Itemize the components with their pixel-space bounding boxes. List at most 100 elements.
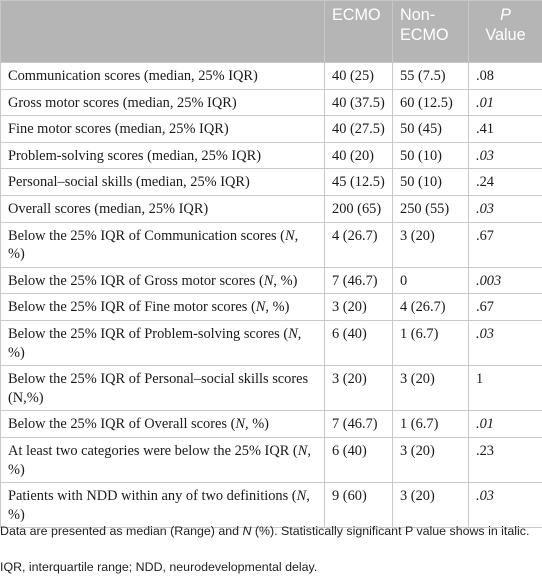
row-label-suffix: , %) [8,488,310,523]
ecmo-value: 6 (40) [324,436,393,484]
p-value: 1 [468,365,542,412]
ecmo-value: 3 (20) [324,293,393,321]
non-ecmo-value: 50 (10) [392,168,469,196]
row-label-text: Below the 25% IQR of Problem-solving sco… [8,325,289,342]
ecmo-value: 45 (12.5) [324,168,393,196]
row-label: Problem-solving scores (median, 25% IQR) [0,141,325,170]
table-row: Below the 25% IQR of Fine motor scores (… [0,293,542,321]
header-p-line1: P [500,6,511,24]
row-label-suffix: , %) [8,227,299,263]
row-label-n: N [263,272,274,289]
row-label-n: N [288,325,298,342]
non-ecmo-value: 55 (7.5) [392,62,469,90]
row-label: Patients with NDD within any of two defi… [0,482,325,529]
ecmo-value: 3 (20) [324,365,393,412]
table-row: Below the 25% IQR of Overall scores (N, … [0,410,542,438]
header-non-ecmo-line1: Non- [400,6,436,24]
p-value: .03 [468,482,542,529]
row-label-text: Below the 25% IQR of Fine motor scores ( [8,299,256,316]
non-ecmo-value: 4 (26.7) [392,293,469,321]
table-row: Personal–social skills (median, 25% IQR)… [0,168,542,196]
header-ecmo: ECMO [324,0,393,63]
non-ecmo-value: 3 (20) [392,221,469,268]
row-label: Below the 25% IQR of Communication score… [0,221,325,268]
footnote-data-presentation: Data are presented as median (Range) and… [0,522,542,540]
row-label-suffix: , %) [8,325,302,361]
row-label: Below the 25% IQR of Overall scores (N, … [0,410,325,438]
ecmo-value: 40 (27.5) [324,115,393,143]
p-value: .41 [468,115,542,143]
p-value: .03 [468,319,542,367]
non-ecmo-value: 50 (10) [392,141,469,170]
non-ecmo-value: 3 (20) [392,365,469,412]
p-value: .03 [468,141,542,170]
footnote-text-end: (%). Statistically significant P value s… [251,524,530,538]
table-row: Problem-solving scores (median, 25% IQR)… [0,141,542,170]
header-non-ecmo: Non- ECMO [392,0,469,63]
p-value: .01 [468,410,542,438]
row-label: Gross motor scores (median, 25% IQR) [0,88,325,117]
row-label-suffix: , %) [245,416,269,433]
non-ecmo-value: 50 (45) [392,115,469,143]
row-label: Below the 25% IQR of Gross motor scores … [0,266,325,295]
row-label-n: N [255,299,266,316]
footnote-abbreviations: IQR, interquartile range; NDD, neurodeve… [0,560,318,574]
row-label-suffix: , %) [265,299,290,316]
p-value: .24 [468,168,542,196]
row-label-suffix: , %) [273,272,298,289]
non-ecmo-value: 0 [392,266,469,295]
ecmo-value: 6 (40) [324,319,393,367]
p-value: .01 [468,88,542,117]
row-label: Below the 25% IQR of Personal–social ski… [0,365,325,412]
ecmo-value: 40 (37.5) [324,88,393,117]
row-label-text: Patients with NDD within any of two defi… [8,488,297,505]
ecmo-value: 40 (25) [324,62,393,90]
table-row: Fine motor scores (median, 25% IQR) 40 (… [0,115,542,143]
ecmo-value: 200 (65) [324,194,393,223]
p-value: .67 [468,293,542,321]
table-row: Overall scores (median, 25% IQR) 200 (65… [0,194,542,223]
row-label-n: N [284,227,295,244]
non-ecmo-value: 3 (20) [392,482,469,529]
table-row: Below the 25% IQR of Problem-solving sco… [0,319,542,367]
row-label: Personal–social skills (median, 25% IQR) [0,168,325,196]
header-p-line2: Value [485,25,526,44]
ecmo-value: 7 (46.7) [324,410,393,438]
row-label-suffix: , %) [8,442,311,478]
header-non-ecmo-line2: ECMO [400,25,449,44]
non-ecmo-value: 60 (12.5) [392,88,469,117]
header-blank [0,0,325,63]
p-value: .03 [468,194,542,223]
ecmo-value: 7 (46.7) [324,266,393,295]
non-ecmo-value: 3 (20) [392,436,469,484]
non-ecmo-value: 1 (6.7) [392,319,469,367]
row-label: Fine motor scores (median, 25% IQR) [0,115,325,143]
row-label-text: Below the 25% IQR of Communication score… [8,227,285,244]
p-value: .67 [468,221,542,268]
non-ecmo-value: 1 (6.7) [392,410,469,438]
row-label-text: At least two categories were below the 2… [8,442,298,459]
footnote-text: Data are presented as median (Range) and [0,524,243,538]
table-row: Gross motor scores (median, 25% IQR) 40 … [0,88,542,117]
ecmo-value: 40 (20) [324,141,393,170]
row-label: Overall scores (median, 25% IQR) [0,194,325,223]
row-label-text: Below the 25% IQR of Overall scores ( [8,416,236,433]
row-label: Communication scores (median, 25% IQR) [0,62,325,90]
row-label-n: N [297,442,308,459]
header-row: ECMO Non- ECMO P Value [0,0,542,63]
row-label: Below the 25% IQR of Problem-solving sco… [0,319,325,367]
table-row: Below the 25% IQR of Communication score… [0,221,542,268]
header-p-value: P Value [468,0,542,63]
table-row: Communication scores (median, 25% IQR) 4… [0,62,542,90]
p-value: .003 [468,266,542,295]
row-label-n: N [296,488,307,505]
row-label-text: Below the 25% IQR of Gross motor scores … [8,272,264,289]
ecmo-value: 4 (26.7) [324,221,393,268]
row-label: Below the 25% IQR of Fine motor scores (… [0,293,325,321]
footnote-n: N [242,524,252,538]
table-row: Below the 25% IQR of Personal–social ski… [0,365,542,412]
results-table: ECMO Non- ECMO P Value Communication score… [0,0,542,529]
ecmo-value: 9 (60) [324,482,393,529]
p-value: .23 [468,436,542,484]
non-ecmo-value: 250 (55) [392,194,469,223]
